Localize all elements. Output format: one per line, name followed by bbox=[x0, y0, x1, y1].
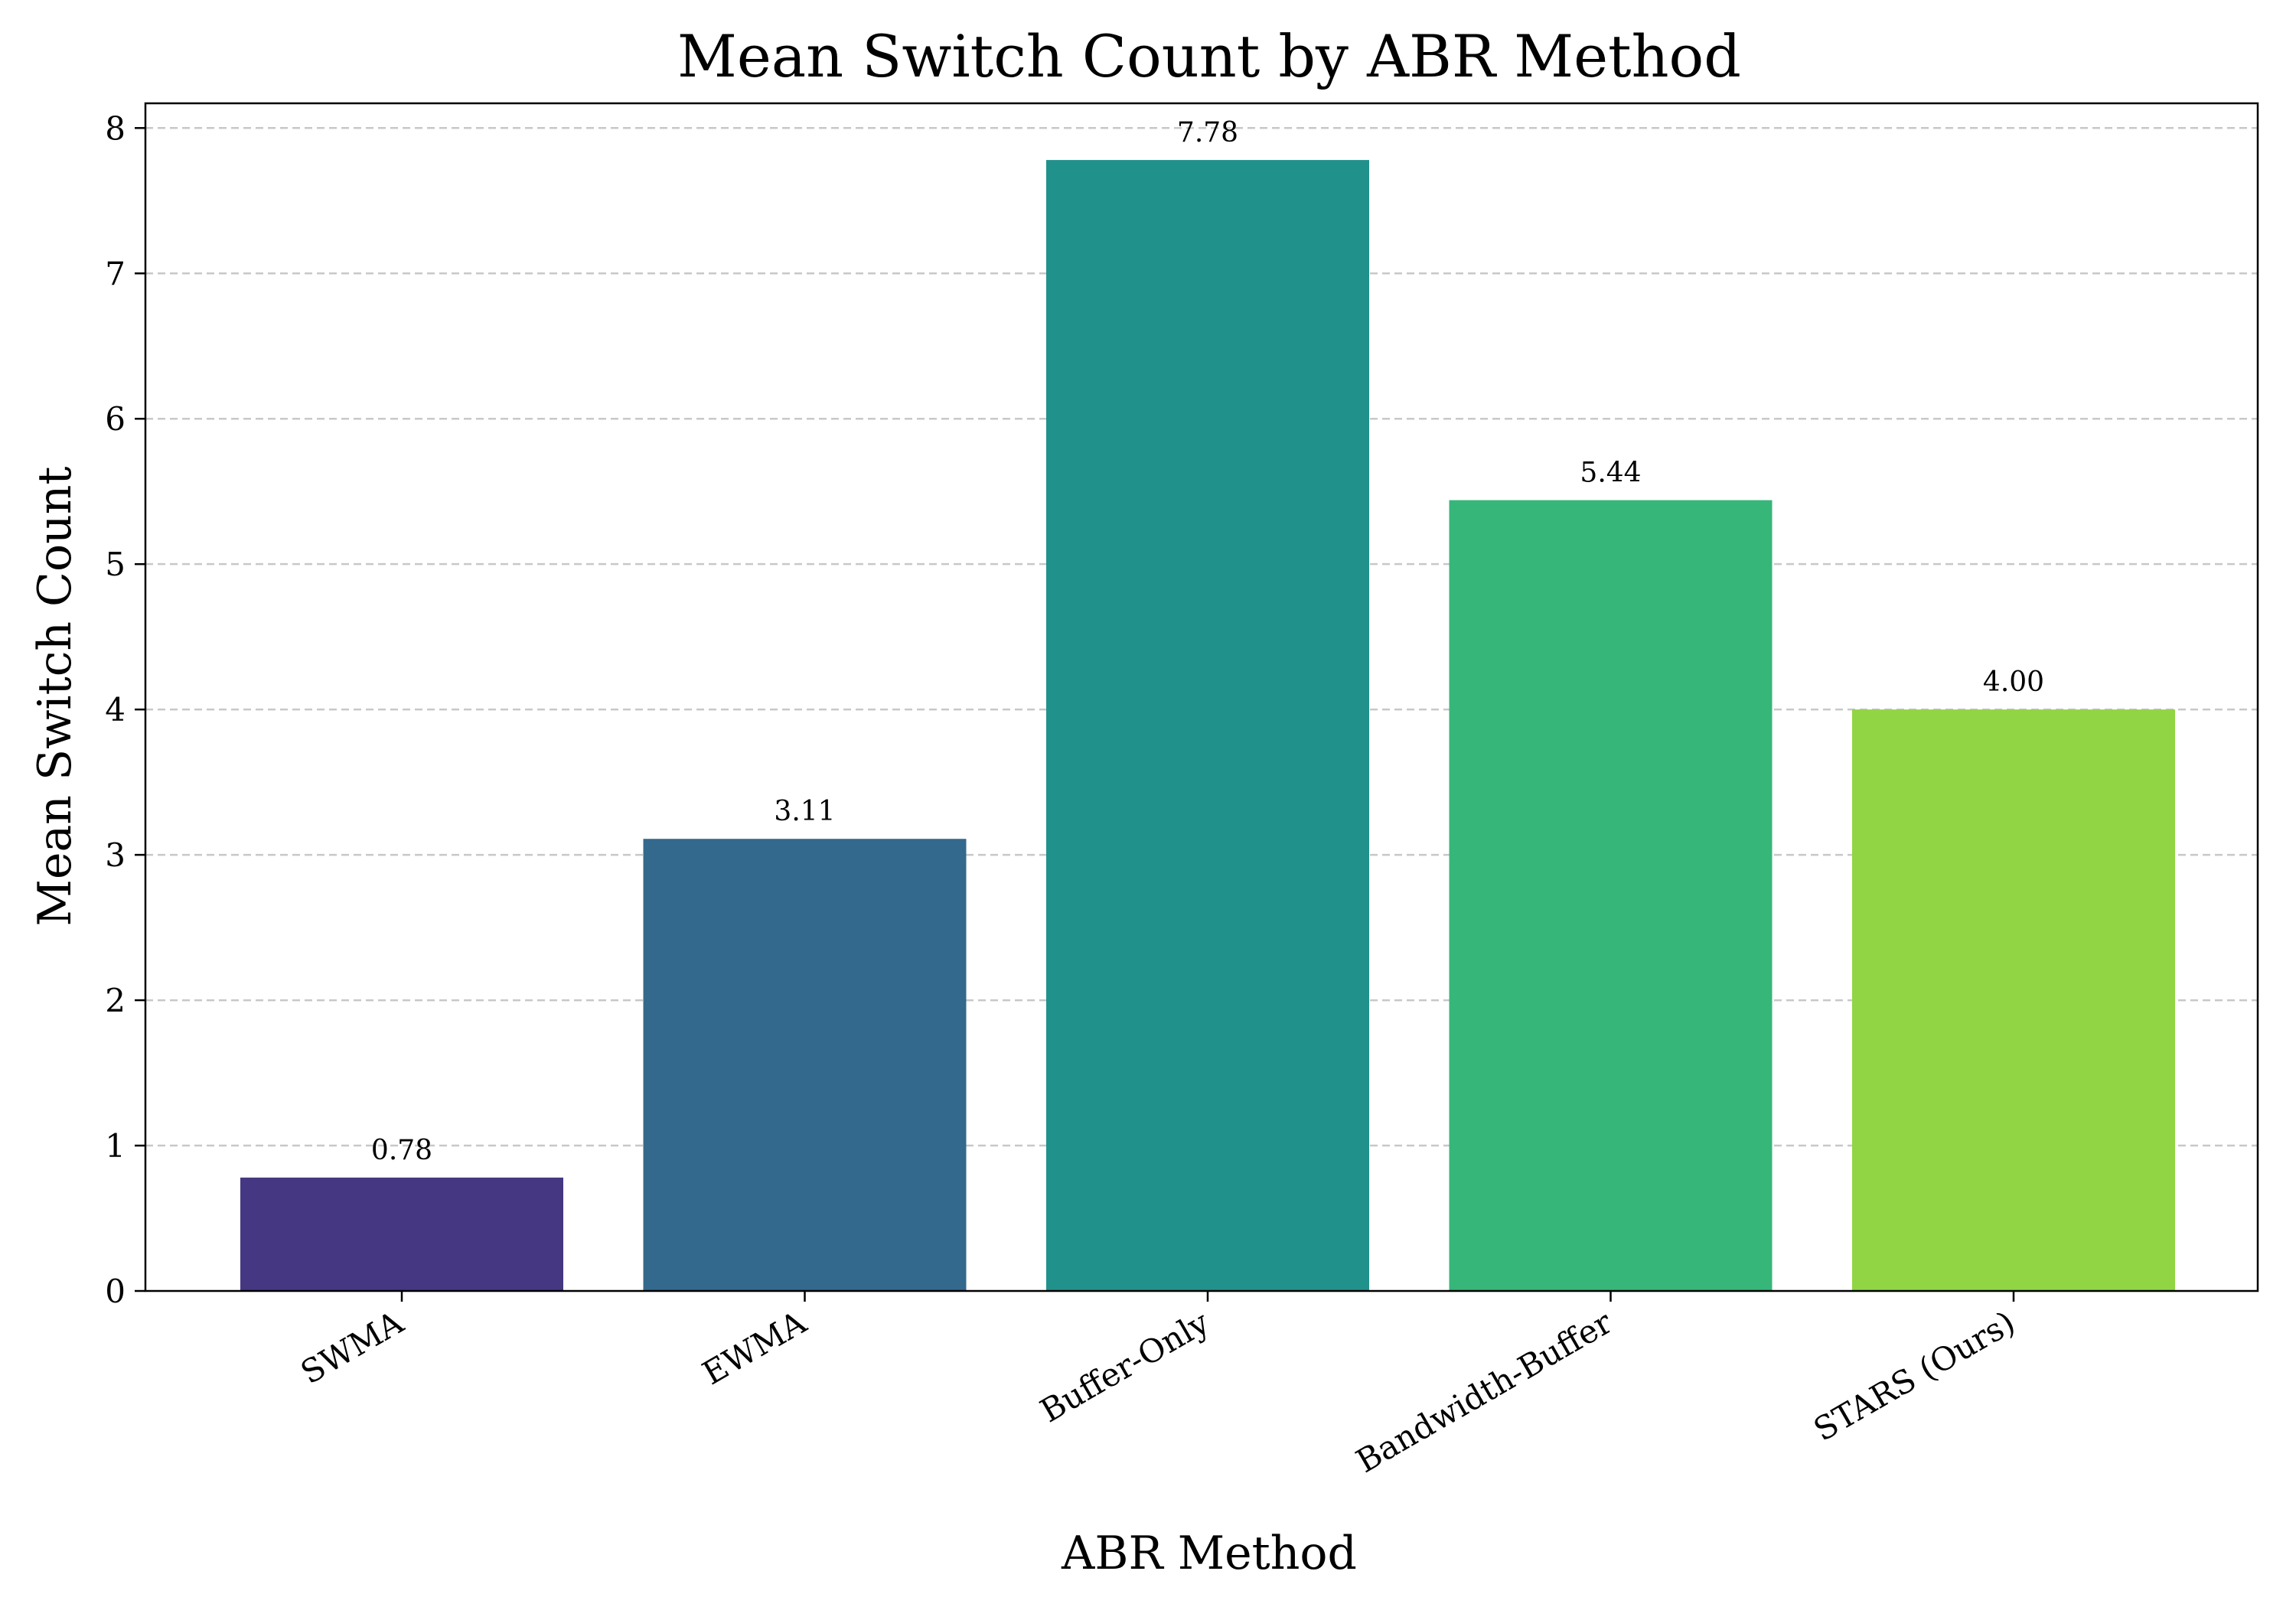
y-tick-label: 3 bbox=[105, 836, 126, 874]
y-tick-label: 7 bbox=[105, 255, 126, 292]
chart-title: Mean Switch Count by ABR Method bbox=[677, 22, 1741, 90]
bar bbox=[1046, 160, 1369, 1291]
y-tick-label: 0 bbox=[105, 1273, 126, 1310]
y-tick-label: 2 bbox=[105, 982, 126, 1019]
bar-value-label: 5.44 bbox=[1580, 458, 1641, 489]
y-tick-label: 5 bbox=[105, 546, 126, 583]
bar-value-label: 7.78 bbox=[1177, 117, 1238, 148]
y-axis-label: Mean Switch Count bbox=[28, 467, 82, 927]
y-tick-label: 1 bbox=[105, 1127, 126, 1165]
bars: 0.78 3.11 7.78 5.44 4.00 bbox=[240, 117, 2175, 1291]
y-tick-label: 4 bbox=[105, 691, 126, 729]
bar-value-label: 3.11 bbox=[774, 796, 835, 827]
bar-value-label: 0.78 bbox=[371, 1135, 432, 1166]
bar-value-label: 4.00 bbox=[1983, 667, 2044, 698]
y-tick-label: 6 bbox=[105, 400, 126, 438]
bar bbox=[240, 1177, 563, 1291]
bar bbox=[1449, 500, 1773, 1291]
plot-frame bbox=[144, 102, 2259, 1292]
y-axis-ticks: 0 1 2 3 4 5 6 7 8 bbox=[105, 109, 145, 1310]
bar bbox=[1852, 709, 2175, 1291]
bar bbox=[643, 839, 967, 1291]
y-tick-label: 8 bbox=[105, 109, 126, 147]
x-axis-label: ABR Method bbox=[1061, 1527, 1357, 1580]
